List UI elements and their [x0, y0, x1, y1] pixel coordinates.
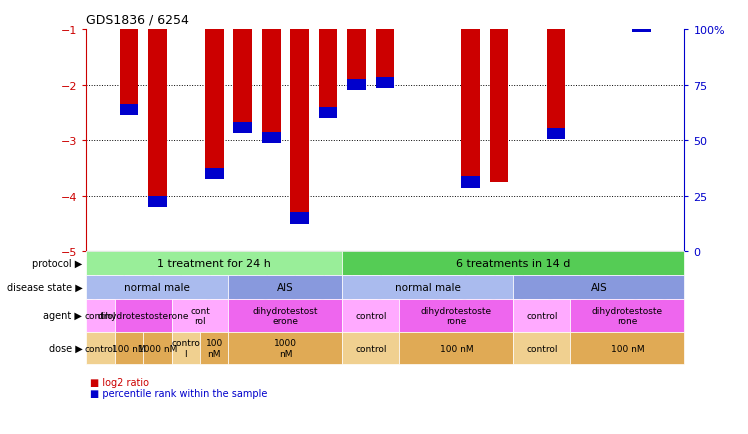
Text: control: control	[85, 344, 116, 353]
Text: cont
rol: cont rol	[190, 306, 210, 326]
Bar	[205, 30, 224, 180]
Text: 1000
nM: 1000 nM	[274, 339, 297, 358]
Bar	[490, 30, 509, 183]
Bar	[233, 30, 252, 134]
Bar	[319, 30, 337, 119]
Text: dihydrotestosterone: dihydrotestosterone	[97, 311, 188, 320]
Bar	[462, 30, 480, 188]
Bar	[376, 30, 394, 89]
Text: contro
l: contro l	[171, 339, 200, 358]
Bar	[148, 196, 167, 207]
Text: agent ▶: agent ▶	[43, 311, 82, 321]
Bar	[290, 213, 309, 224]
Text: control: control	[526, 311, 558, 320]
Text: protocol ▶: protocol ▶	[32, 259, 82, 269]
Bar	[205, 169, 224, 180]
Bar	[348, 30, 366, 91]
Text: 6 treatments in 14 d: 6 treatments in 14 d	[456, 259, 571, 269]
Bar	[462, 177, 480, 188]
Text: normal male: normal male	[395, 283, 461, 293]
Bar	[319, 108, 337, 119]
Bar	[348, 80, 366, 91]
Bar	[376, 77, 394, 89]
Text: 100
nM: 100 nM	[206, 339, 223, 358]
Text: control: control	[526, 344, 558, 353]
Bar	[547, 129, 565, 140]
Bar	[632, 0, 651, 33]
Text: dihydrotestoste
rone: dihydrotestoste rone	[592, 306, 663, 326]
Text: 100 nM: 100 nM	[610, 344, 644, 353]
Bar	[632, 30, 651, 33]
Text: 1000 nM: 1000 nM	[138, 344, 177, 353]
Bar	[547, 30, 565, 140]
Text: 100 nM: 100 nM	[112, 344, 146, 353]
Text: dose ▶: dose ▶	[49, 343, 82, 353]
Text: disease state ▶: disease state ▶	[7, 283, 82, 293]
Text: control: control	[85, 311, 116, 320]
Text: dihydrotestoste
rone: dihydrotestoste rone	[421, 306, 492, 326]
Bar	[148, 30, 167, 207]
Text: AIS: AIS	[591, 283, 607, 293]
Text: ■ log2 ratio: ■ log2 ratio	[90, 378, 149, 388]
Text: control: control	[355, 311, 387, 320]
Text: GDS1836 / 6254: GDS1836 / 6254	[86, 13, 189, 26]
Text: 100 nM: 100 nM	[440, 344, 473, 353]
Bar	[120, 30, 138, 116]
Text: normal male: normal male	[124, 283, 190, 293]
Bar	[262, 30, 280, 144]
Text: AIS: AIS	[277, 283, 294, 293]
Bar	[233, 123, 252, 134]
Text: control: control	[355, 344, 387, 353]
Text: 1 treatment for 24 h: 1 treatment for 24 h	[157, 259, 272, 269]
Bar	[120, 105, 138, 116]
Bar	[262, 133, 280, 144]
Bar	[290, 30, 309, 224]
Text: ■ percentile rank within the sample: ■ percentile rank within the sample	[90, 388, 267, 398]
Text: dihydrotestost
erone: dihydrotestost erone	[253, 306, 318, 326]
